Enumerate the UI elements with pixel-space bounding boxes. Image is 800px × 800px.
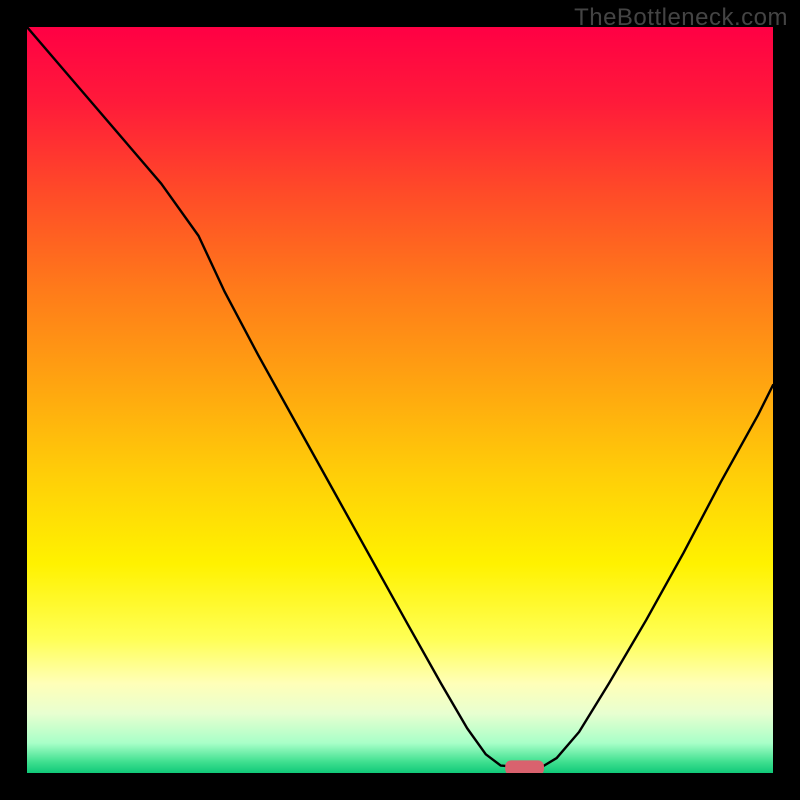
chart-container: TheBottleneck.com xyxy=(0,0,800,800)
bottleneck-chart xyxy=(27,27,773,773)
optimal-marker xyxy=(505,760,544,773)
gradient-background xyxy=(27,27,773,773)
